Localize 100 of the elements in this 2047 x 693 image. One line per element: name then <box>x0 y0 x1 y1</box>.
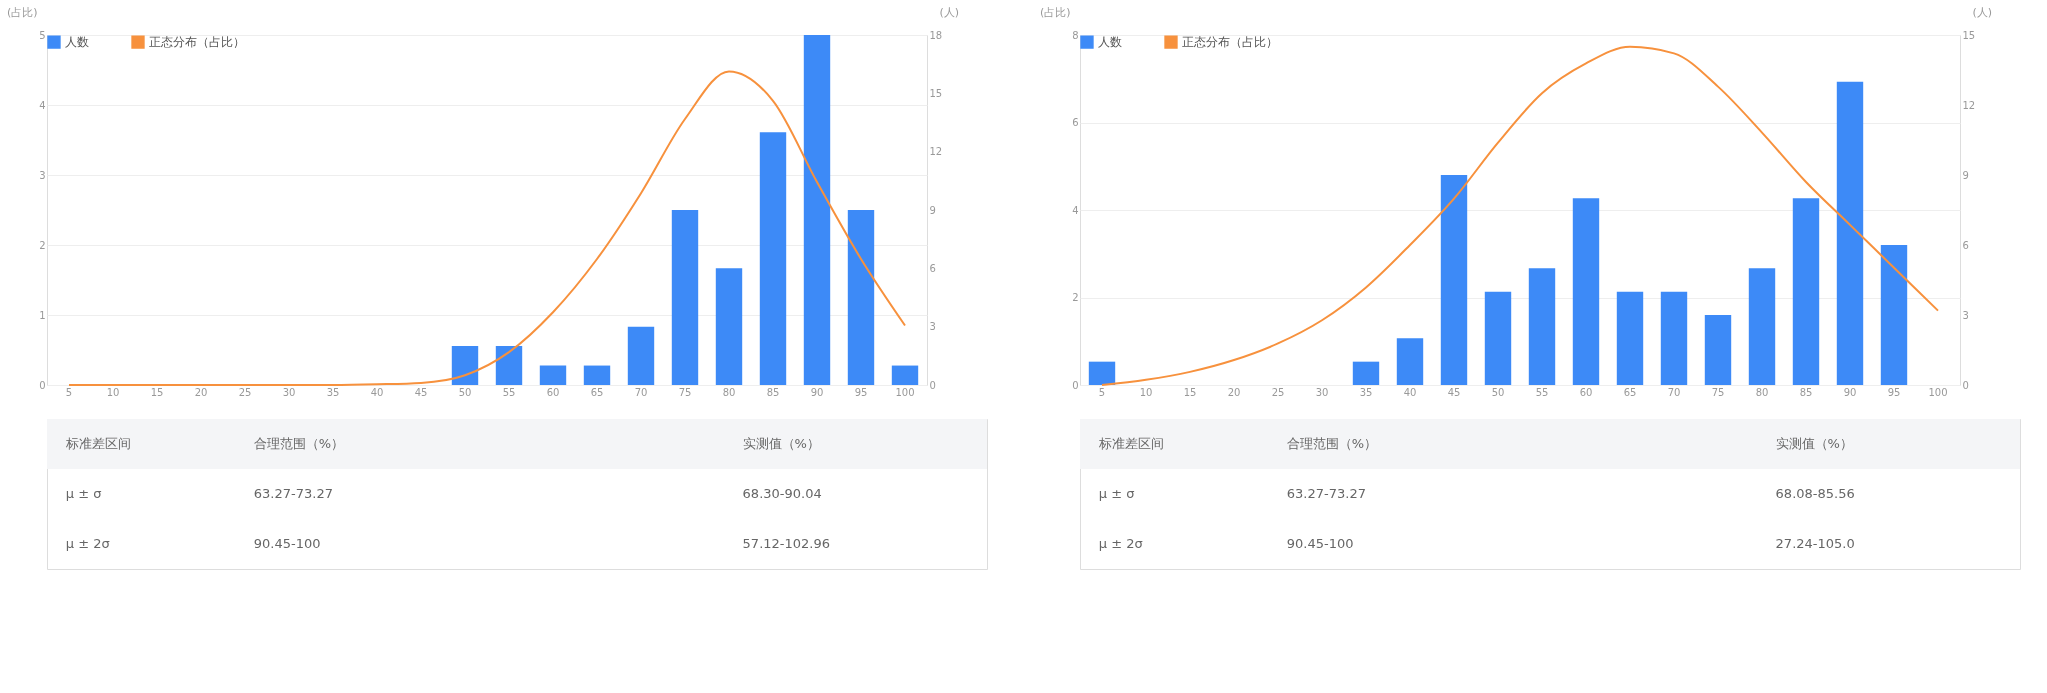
x-tick-label: 30 <box>1315 386 1329 398</box>
y2-tick-label: 3 <box>1962 309 1969 321</box>
x-tick-label: 35 <box>1359 386 1373 398</box>
x-tick-label: 95 <box>1887 386 1901 398</box>
y2-tick-label: 6 <box>1962 239 1969 251</box>
x-tick-label: 25 <box>1271 386 1285 398</box>
bar <box>759 132 787 385</box>
text: μ ± σ <box>1098 486 1135 501</box>
legend-label: 人数 <box>65 35 89 50</box>
text: μ ± σ <box>65 486 102 501</box>
text: μ ± 2σ <box>1098 536 1143 551</box>
text: 标准差区间 <box>64 436 131 451</box>
text: 68.08-85.56 <box>1775 486 1855 501</box>
bar <box>583 365 611 385</box>
line-series <box>68 70 906 386</box>
bar <box>1792 198 1820 385</box>
x-tick-label: 5 <box>1098 386 1106 398</box>
x-tick-label: 80 <box>1755 386 1769 398</box>
x-tick-label: 35 <box>326 386 340 398</box>
bar <box>891 365 919 385</box>
y-tick-label: 3 <box>39 169 46 181</box>
y-tick-label: 4 <box>39 99 46 111</box>
x-tick-label: 85 <box>766 386 780 398</box>
text: 实测值（%） <box>1775 436 1853 451</box>
x-tick-label: 50 <box>1491 386 1505 398</box>
bar <box>495 346 523 385</box>
y-tick-label: 0 <box>39 379 46 391</box>
y2-tick-label: 6 <box>929 262 936 274</box>
legend-label: 正态分布（占比） <box>149 35 245 50</box>
x-tick-label: 10 <box>1139 386 1153 398</box>
y-axis-title: (占比) <box>1039 5 1071 19</box>
bar <box>847 210 875 385</box>
x-tick-label: 85 <box>1799 386 1813 398</box>
bar <box>1396 338 1424 385</box>
text: 27.24-105.0 <box>1775 536 1855 551</box>
bar <box>1440 175 1468 385</box>
bar <box>539 365 567 385</box>
text: 63.27-73.27 <box>1286 486 1366 501</box>
y2-tick-label: 18 <box>929 29 943 41</box>
x-tick-label: 90 <box>810 386 824 398</box>
x-tick-label: 40 <box>1403 386 1417 398</box>
bar <box>1572 198 1600 385</box>
y-tick-label: 6 <box>1072 117 1079 128</box>
y-tick-label: 1 <box>39 309 46 321</box>
y2-axis-title: (人) <box>1972 5 1993 19</box>
bar <box>671 210 699 385</box>
text: 合理范围（%） <box>253 436 345 451</box>
x-tick-label: 45 <box>414 386 428 398</box>
bar <box>1660 291 1688 385</box>
x-tick-label: 100 <box>1928 386 1948 398</box>
bar <box>627 326 655 385</box>
bar <box>1088 361 1116 385</box>
x-tick-label: 20 <box>194 386 208 398</box>
y-axis-title: (占比) <box>6 5 38 19</box>
text: 实测值（%） <box>742 436 820 451</box>
x-tick-label: 20 <box>1227 386 1241 398</box>
x-tick-label: 90 <box>1843 386 1857 398</box>
x-tick-label: 25 <box>238 386 252 398</box>
bar <box>1352 361 1380 385</box>
x-tick-label: 50 <box>458 386 472 398</box>
y2-tick-label: 9 <box>929 204 936 216</box>
text: 63.27-73.27 <box>253 486 333 501</box>
y2-tick-label: 12 <box>929 146 943 158</box>
legend-label: 人数 <box>1098 35 1122 50</box>
bar <box>1836 81 1864 385</box>
text: 合理范围（%） <box>1286 436 1378 451</box>
text: 57.12-102.96 <box>742 536 831 551</box>
x-tick-label: 30 <box>282 386 296 398</box>
y2-tick-label: 3 <box>929 321 936 333</box>
bar <box>451 346 479 385</box>
bar <box>715 268 743 385</box>
bar <box>1484 291 1512 385</box>
text: 90.45-100 <box>1286 536 1354 551</box>
x-tick-label: 60 <box>1579 386 1593 398</box>
text: 68.30-90.04 <box>742 486 822 501</box>
text: μ ± 2σ <box>65 536 110 551</box>
x-tick-label: 60 <box>546 386 560 398</box>
text: 标准差区间 <box>1097 436 1164 451</box>
x-tick-label: 5 <box>65 386 73 398</box>
x-tick-label: 10 <box>106 386 120 398</box>
x-tick-label: 15 <box>1183 386 1197 398</box>
y2-tick-label: 15 <box>1962 29 1976 41</box>
x-tick-label: 55 <box>502 386 516 398</box>
x-tick-label: 100 <box>895 386 915 398</box>
y-tick-label: 0 <box>1072 379 1079 391</box>
x-tick-label: 70 <box>1667 386 1681 398</box>
y-tick-label: 4 <box>1072 204 1079 216</box>
x-tick-label: 55 <box>1535 386 1549 398</box>
y2-axis-title: (人) <box>939 5 960 19</box>
bar <box>1748 268 1776 385</box>
bar <box>1704 315 1732 385</box>
x-tick-label: 40 <box>370 386 384 398</box>
y-tick-label: 8 <box>1072 29 1079 41</box>
bar <box>1528 268 1556 385</box>
x-tick-label: 65 <box>1623 386 1637 398</box>
x-tick-label: 45 <box>1447 386 1461 398</box>
bar <box>803 35 831 385</box>
y-tick-label: 5 <box>39 29 46 41</box>
y2-tick-label: 12 <box>1962 99 1976 111</box>
bar <box>1616 291 1644 385</box>
